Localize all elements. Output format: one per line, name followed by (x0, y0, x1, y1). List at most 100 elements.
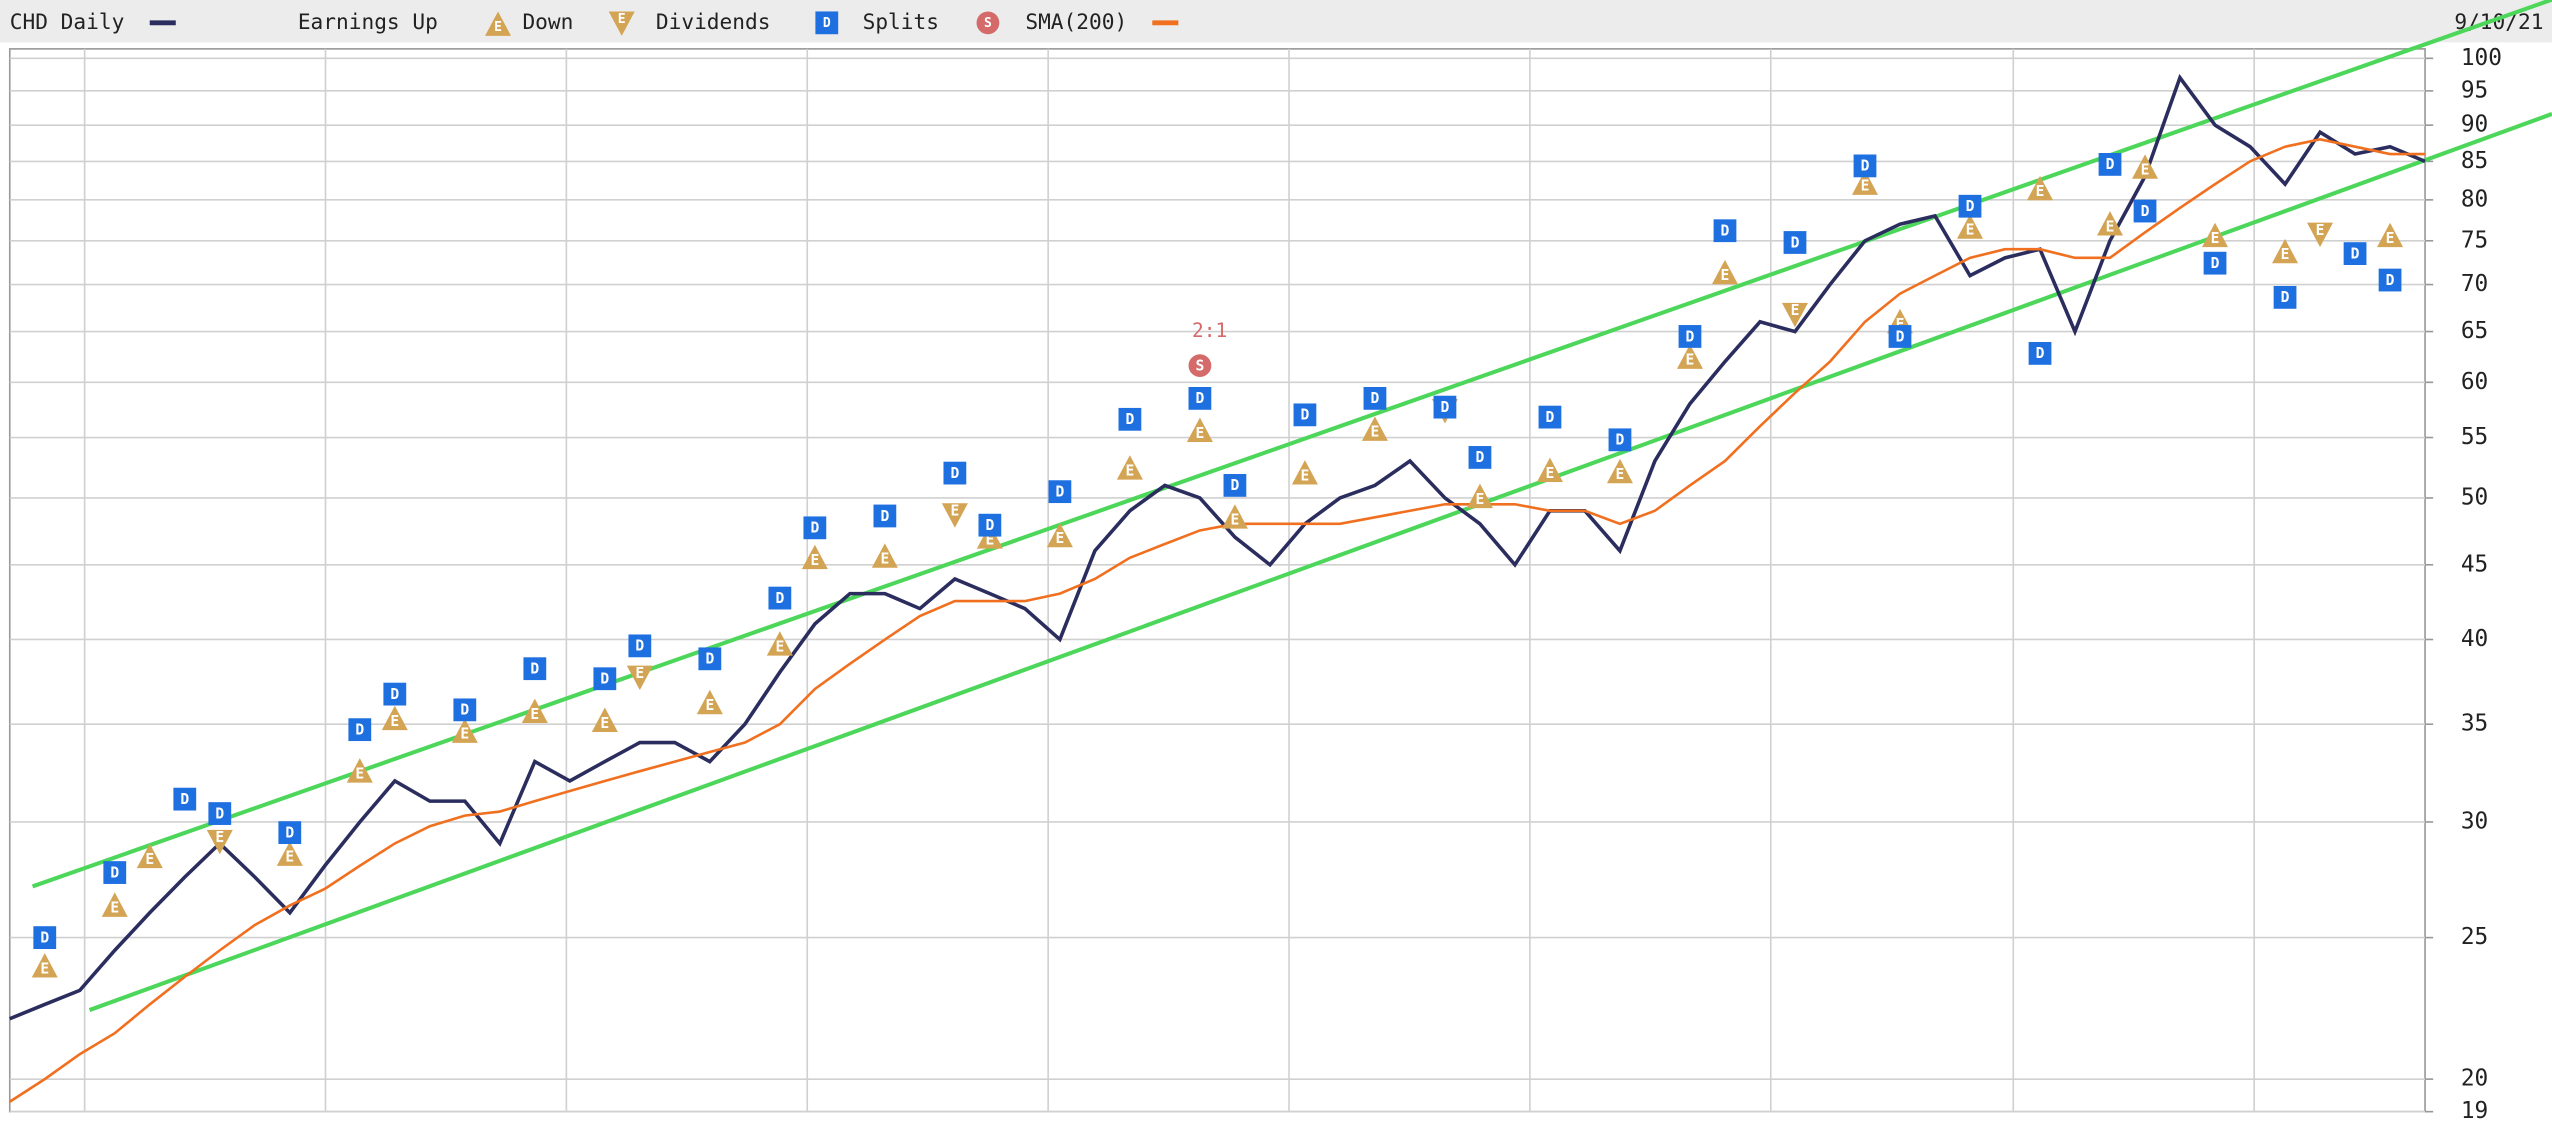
marker-square (278, 821, 302, 845)
legend-symbol: S (984, 16, 992, 31)
marker-symbol: D (1195, 390, 1204, 407)
marker-symbol: D (1686, 328, 1695, 345)
event-marker: E (2307, 222, 2334, 248)
marker-triangle (1606, 458, 1633, 484)
marker-symbol: E (1301, 467, 1310, 484)
marker-symbol: D (1861, 158, 1870, 175)
marker-symbol: D (2386, 272, 2395, 289)
marker-symbol: E (1546, 465, 1555, 482)
event-marker: E (206, 829, 233, 855)
event-marker: E (2026, 175, 2054, 201)
y-tick-label: 50 (2461, 484, 2488, 510)
event-marker: D (1888, 325, 1912, 348)
event-marker: E (1046, 522, 1073, 548)
marker-symbol: D (40, 929, 49, 946)
marker-triangle (2377, 222, 2404, 248)
marker-triangle (101, 892, 128, 917)
marker-triangle (1046, 522, 1073, 548)
marker-symbol: E (635, 665, 644, 682)
marker-triangle (1116, 455, 1143, 480)
legend-item: Dividends D (656, 9, 839, 35)
marker-symbol: D (1721, 223, 1730, 240)
marker-symbol: E (2281, 246, 2290, 263)
marker-symbol: E (1371, 424, 1380, 441)
marker-triangle (2202, 222, 2229, 248)
marker-triangle (381, 705, 408, 731)
marker-square (2133, 199, 2157, 223)
marker-square (1363, 386, 1387, 410)
marker-symbol: D (1371, 390, 1380, 407)
event-marker: E (1956, 214, 1984, 239)
y-tick-label: 45 (2461, 551, 2488, 577)
event-marker: D (1048, 480, 1072, 504)
marker-square (523, 657, 547, 681)
marker-square (873, 504, 897, 528)
event-marker: S 2:1 (1188, 319, 1227, 378)
event-marker: E (1116, 455, 1143, 480)
marker-symbol: D (1125, 411, 1134, 428)
marker-symbol: E (145, 851, 154, 868)
legend-item: Down E (522, 9, 635, 36)
event-marker: D (2133, 199, 2157, 223)
legend-bar (0, 0, 2552, 43)
marker-square (33, 926, 57, 949)
event-marker: D (523, 657, 547, 681)
trendline (88, 112, 2552, 1013)
y-tick-label: 60 (2461, 369, 2488, 395)
event-marker: D (383, 682, 407, 706)
event-marker: E (2096, 211, 2124, 236)
marker-square (593, 667, 617, 691)
marker-symbol: D (775, 590, 784, 607)
event-marker: D (698, 647, 722, 671)
event-marker: E (346, 758, 373, 783)
marker-symbol: E (2316, 222, 2325, 239)
marker-symbol: D (2036, 345, 2045, 362)
marker-triangle (2272, 238, 2299, 264)
marker-symbol: E (1791, 302, 1800, 319)
trendlines (31, 0, 2552, 1013)
event-marker: D (173, 787, 197, 811)
marker-square (1783, 231, 1807, 254)
event-marker: E (31, 953, 58, 978)
plot-area (8, 48, 2426, 1113)
marker-square (1608, 428, 1632, 452)
event-marker: E (1536, 457, 1563, 483)
marker-square (383, 682, 407, 706)
marker-symbol: D (1966, 198, 1975, 215)
marker-symbol: E (2141, 162, 2150, 179)
marker-square (1888, 325, 1912, 348)
y-tick-label: 100 (2461, 45, 2502, 71)
marker-symbol: E (1125, 462, 1134, 479)
y-tick-label: 30 (2461, 808, 2488, 834)
event-marker: E (626, 665, 653, 691)
event-marker: E (1466, 483, 1493, 509)
y-tick-label: 70 (2461, 271, 2488, 297)
marker-square (1293, 403, 1317, 427)
marker-symbol: E (1231, 512, 1240, 529)
marker-symbol: E (775, 639, 784, 656)
marker-square (1853, 154, 1877, 178)
marker-symbol: E (215, 829, 224, 846)
y-tick-label: 20 (2461, 1066, 2488, 1092)
y-tick-label: 85 (2461, 148, 2488, 174)
marker-symbol: E (950, 502, 959, 519)
marker-symbol: D (705, 651, 714, 668)
marker-square (1188, 386, 1212, 410)
legend-label: Down (522, 9, 573, 34)
marker-triangle (1466, 483, 1493, 509)
marker-square (1048, 480, 1072, 504)
event-marker: D (1363, 386, 1387, 410)
event-marker: E (2272, 238, 2299, 264)
y-tick-label: 95 (2461, 77, 2488, 103)
marker-triangle (1361, 416, 1388, 441)
event-marker: D (1433, 395, 1457, 419)
event-marker: E (276, 841, 303, 866)
event-marker: D (2343, 242, 2367, 265)
event-marker: D (1223, 474, 1247, 497)
marker-symbol: D (880, 508, 889, 525)
event-marker: E (1291, 460, 1318, 485)
marker-square (1958, 194, 1982, 218)
event-marker: D (2273, 285, 2297, 309)
event-marker: D (208, 802, 232, 825)
marker-square (103, 861, 127, 884)
